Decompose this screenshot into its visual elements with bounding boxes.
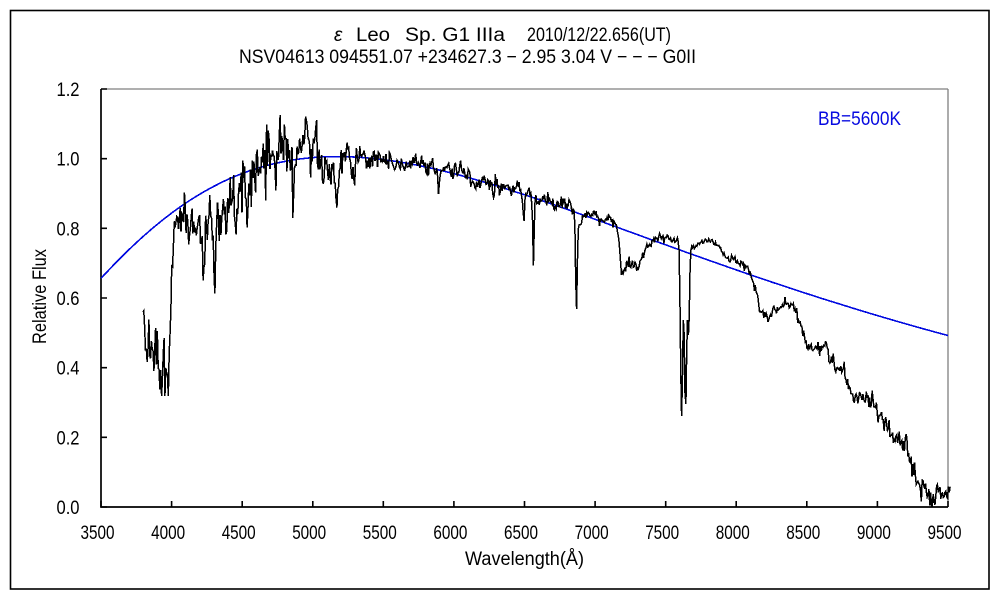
svg-text:6000: 6000 [433, 523, 467, 544]
svg-text:5500: 5500 [363, 523, 397, 544]
svg-text:8500: 8500 [786, 523, 820, 544]
svg-text:0.2: 0.2 [57, 428, 80, 449]
svg-text:BB=5600K: BB=5600K [818, 109, 901, 130]
svg-text:0.8: 0.8 [57, 219, 80, 240]
svg-text:Wavelength(Å): Wavelength(Å) [465, 549, 584, 570]
svg-text:8000: 8000 [716, 523, 750, 544]
svg-text:0.6: 0.6 [57, 289, 80, 310]
svg-text:7500: 7500 [645, 523, 679, 544]
svg-text:4000: 4000 [151, 523, 185, 544]
svg-text:NSV04613 094551.07 +234627.3 −: NSV04613 094551.07 +234627.3 − 2.95 3.04… [239, 47, 696, 68]
svg-text:9000: 9000 [857, 523, 891, 544]
svg-text:0.4: 0.4 [57, 359, 80, 380]
svg-text:4500: 4500 [222, 523, 256, 544]
svg-text:1.0: 1.0 [57, 150, 80, 171]
svg-text:3500: 3500 [81, 523, 115, 544]
svg-text:0.0: 0.0 [57, 498, 80, 519]
svg-text:5000: 5000 [292, 523, 326, 544]
svg-text:1.2: 1.2 [57, 80, 80, 101]
svg-text:7000: 7000 [575, 523, 609, 544]
svg-text:Relative Flux: Relative Flux [30, 249, 51, 344]
svg-text:9500: 9500 [928, 523, 962, 544]
svg-text:6500: 6500 [504, 523, 538, 544]
